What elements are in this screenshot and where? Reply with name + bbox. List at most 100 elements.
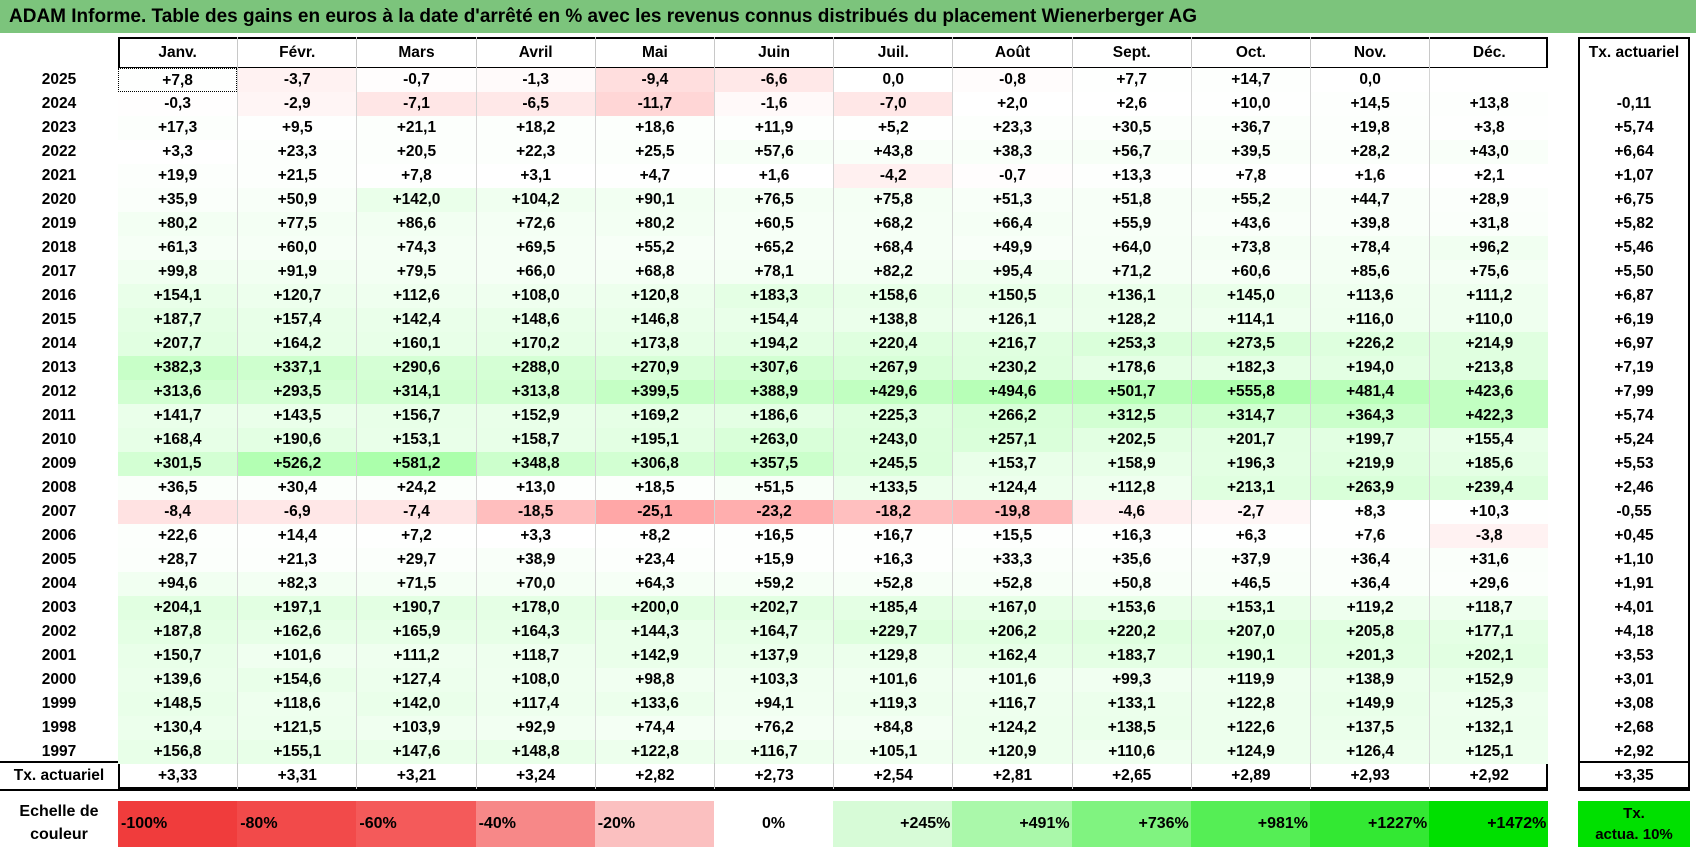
heatmap-cell: +173,8 — [594, 332, 714, 356]
heatmap-cell: +388,9 — [714, 380, 834, 404]
heatmap-cell: +202,7 — [714, 596, 834, 620]
heatmap-cell: +118,6 — [237, 692, 357, 716]
heatmap-cell: +152,9 — [1429, 668, 1549, 692]
heatmap-cell: +170,2 — [475, 332, 595, 356]
year-label: 1999 — [41, 695, 77, 712]
heatmap-cell: +98,8 — [594, 668, 714, 692]
footer-rate-cell: +2,89 — [1190, 763, 1310, 789]
heatmap-cell: +145,0 — [1190, 284, 1310, 308]
year-label: 2006 — [41, 527, 77, 544]
heatmap-cell: +183,7 — [1071, 644, 1191, 668]
heatmap-cell: +312,5 — [1071, 404, 1191, 428]
column-header: Mars — [356, 37, 475, 68]
heatmap-cell: +43,6 — [1190, 212, 1310, 236]
rate-cell: +2,46 — [1614, 479, 1654, 496]
heatmap-cell: +1,6 — [714, 164, 834, 188]
heatmap-cell: +30,4 — [237, 476, 357, 500]
heatmap-cell: +307,6 — [714, 356, 834, 380]
heatmap-cell: +257,1 — [952, 428, 1072, 452]
heatmap-cell: +55,2 — [594, 236, 714, 260]
rate-cell: +2,92 — [1614, 743, 1654, 760]
column-header: Oct. — [1190, 37, 1310, 68]
heatmap-cell: +137,5 — [1310, 716, 1430, 740]
heatmap-cell: +526,2 — [237, 452, 357, 476]
heatmap-cell: +110,0 — [1429, 308, 1549, 332]
heatmap-cell: +337,1 — [237, 356, 357, 380]
footer-rate-cell: +3,24 — [475, 763, 595, 789]
heatmap-cell: +194,2 — [714, 332, 834, 356]
heatmap-cell: +14,5 — [1310, 92, 1430, 116]
heatmap-cell: +39,5 — [1190, 140, 1310, 164]
heatmap-cell: -3,7 — [237, 68, 357, 92]
heatmap-cell: +230,2 — [952, 356, 1072, 380]
heatmap-cell: +51,5 — [714, 476, 834, 500]
heatmap-cell: +182,3 — [1190, 356, 1310, 380]
heatmap-cell: +94,1 — [714, 692, 834, 716]
heatmap-cell: +5,2 — [833, 116, 953, 140]
heatmap-cell: +348,8 — [475, 452, 595, 476]
heatmap-cell: +185,4 — [833, 596, 953, 620]
legend-swatch: -40% — [475, 801, 595, 847]
footer-rate-cell: +2,65 — [1071, 763, 1191, 789]
heatmap-cell: +19,9 — [118, 164, 238, 188]
heatmap-cell: +116,7 — [952, 692, 1072, 716]
heatmap-cell: +111,2 — [1429, 284, 1549, 308]
heatmap-cell: +206,2 — [952, 620, 1072, 644]
year-label: 2009 — [41, 455, 77, 472]
heatmap-cell: +14,4 — [237, 524, 357, 548]
heatmap-cell: +129,8 — [833, 644, 953, 668]
heatmap-cell: +153,1 — [1190, 596, 1310, 620]
year-label: 2014 — [41, 335, 77, 352]
heatmap-cell: +202,1 — [1429, 644, 1549, 668]
footer-total-rate: +3,35 — [1614, 767, 1654, 784]
heatmap-cell: -23,2 — [714, 500, 834, 524]
heatmap-cell: +31,8 — [1429, 212, 1549, 236]
rate-cell: +1,07 — [1614, 167, 1654, 184]
legend-swatch: -20% — [594, 801, 714, 847]
heatmap-cell: +46,5 — [1190, 572, 1310, 596]
heatmap-cell: +7,8 — [356, 164, 476, 188]
heatmap-cell: +77,5 — [237, 212, 357, 236]
heatmap-cell: +16,3 — [833, 548, 953, 572]
heatmap-cell: +253,3 — [1071, 332, 1191, 356]
heatmap-cell: +101,6 — [952, 668, 1072, 692]
legend-swatch: -60% — [356, 801, 476, 847]
heatmap-cell: +160,1 — [356, 332, 476, 356]
heatmap-cell: +21,1 — [356, 116, 476, 140]
heatmap-cell: +28,9 — [1429, 188, 1549, 212]
heatmap-cell: +104,2 — [475, 188, 595, 212]
heatmap-cell: +21,3 — [237, 548, 357, 572]
heatmap-cell: -2,7 — [1190, 500, 1310, 524]
heatmap-cell: +108,0 — [475, 284, 595, 308]
heatmap-cell: +116,7 — [714, 740, 834, 764]
footer-rate-cell: +2,93 — [1310, 763, 1429, 789]
column-header: Déc. — [1429, 37, 1548, 68]
heatmap-cell: +3,8 — [1429, 116, 1549, 140]
heatmap-cell: +112,8 — [1071, 476, 1191, 500]
legend-label-2: couleur — [30, 826, 88, 843]
heatmap-cell: +164,2 — [237, 332, 357, 356]
heatmap-cell: -8,4 — [118, 500, 238, 524]
heatmap-cell: +158,7 — [475, 428, 595, 452]
heatmap-cell: +148,8 — [475, 740, 595, 764]
heatmap-cell: +197,1 — [237, 596, 357, 620]
heatmap-cell: +190,7 — [356, 596, 476, 620]
year-label: 2022 — [41, 143, 77, 160]
heatmap-cell: +82,2 — [833, 260, 953, 284]
year-label: 2001 — [41, 647, 77, 664]
rate-cell: +6,64 — [1614, 143, 1654, 160]
heatmap-cell: +33,3 — [952, 548, 1072, 572]
heatmap-cell: +133,5 — [833, 476, 953, 500]
heatmap-cell: +168,4 — [118, 428, 238, 452]
year-label: 2010 — [41, 431, 77, 448]
heatmap-cell: +138,5 — [1071, 716, 1191, 740]
year-label: 2021 — [41, 167, 77, 184]
heatmap-cell: +138,8 — [833, 308, 953, 332]
column-header: Mai — [594, 37, 714, 68]
heatmap-cell: +120,8 — [594, 284, 714, 308]
heatmap-cell: -1,6 — [714, 92, 834, 116]
heatmap-cell: +164,7 — [714, 620, 834, 644]
year-label: 2012 — [41, 383, 77, 400]
legend-swatch: +736% — [1071, 801, 1191, 847]
heatmap-cell: -7,0 — [833, 92, 953, 116]
